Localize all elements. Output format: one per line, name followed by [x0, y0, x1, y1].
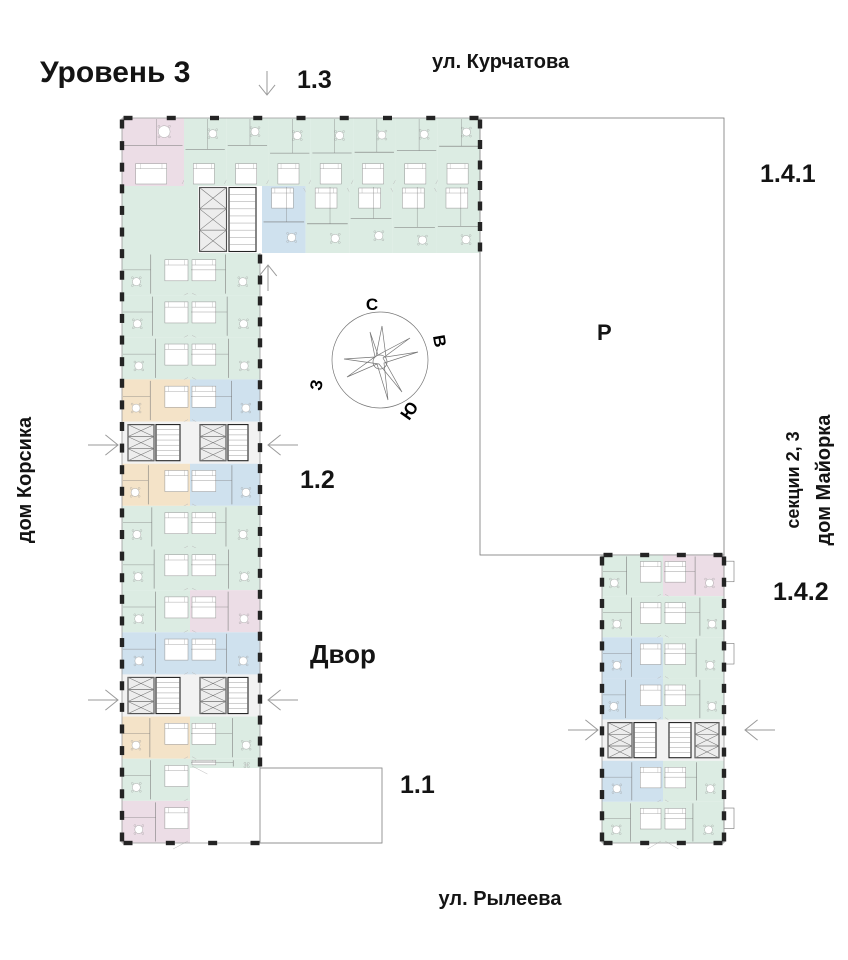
svg-text:дом Майорка: дом Майорка: [813, 414, 835, 546]
svg-text:1.4.2: 1.4.2: [773, 578, 829, 606]
svg-text:ул. Курчатова: ул. Курчатова: [432, 51, 570, 73]
svg-text:1.2: 1.2: [300, 466, 335, 494]
svg-text:Р: Р: [597, 320, 612, 345]
svg-text:Уровень 3: Уровень 3: [40, 56, 190, 89]
svg-text:секции 2, 3: секции 2, 3: [783, 431, 803, 528]
svg-text:1.4.1: 1.4.1: [760, 160, 816, 188]
svg-text:Двор: Двор: [310, 639, 376, 669]
svg-text:С: С: [366, 295, 378, 314]
svg-text:ул. Рылеева: ул. Рылеева: [439, 888, 563, 910]
svg-text:1.1: 1.1: [400, 771, 435, 799]
svg-text:1.3: 1.3: [297, 66, 332, 94]
svg-text:дом Корсика: дом Корсика: [14, 416, 36, 543]
